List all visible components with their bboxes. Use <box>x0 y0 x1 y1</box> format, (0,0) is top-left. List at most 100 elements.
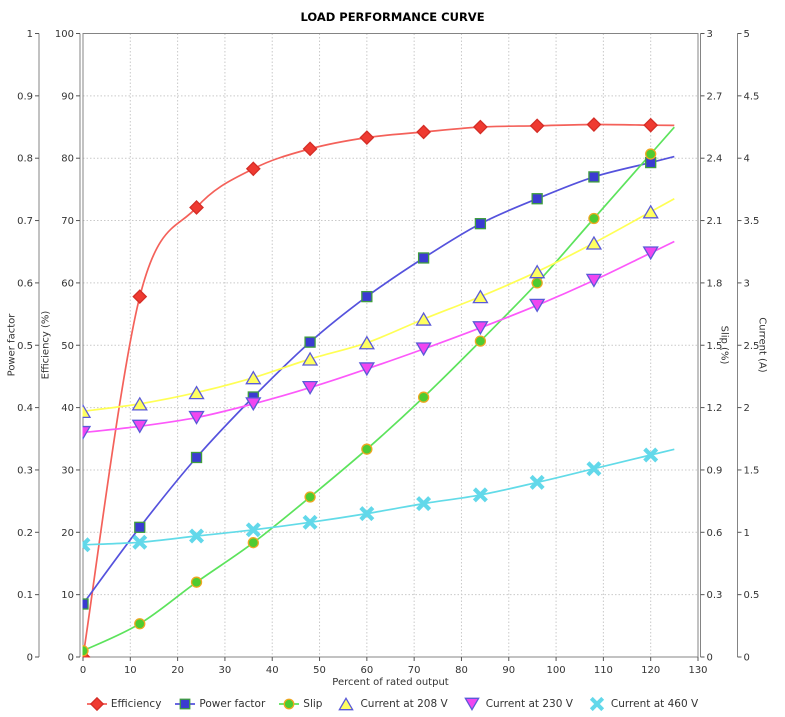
marker-triangle-up <box>188 385 205 400</box>
marker-circle <box>645 148 657 160</box>
marker-square <box>531 193 543 205</box>
tick-label: 3 <box>707 29 713 40</box>
tick-label: 1.2 <box>707 403 723 414</box>
tick-label: 2.1 <box>707 216 723 227</box>
marker-triangle-down <box>131 419 148 434</box>
marker-x <box>529 474 545 490</box>
marker-triangle-down <box>301 380 319 395</box>
tick-label: 0.4 <box>17 403 33 414</box>
legend-item: Current at 208 V <box>336 696 448 712</box>
marker-x <box>359 506 375 522</box>
plot-frame <box>82 33 699 658</box>
tick-label: 40 <box>266 665 279 676</box>
marker-square <box>190 451 203 464</box>
series-line-3 <box>82 198 675 413</box>
marker-square <box>180 698 191 710</box>
legend-label: Current at 460 V <box>610 698 699 710</box>
marker-diamond <box>359 130 375 146</box>
tick-label: 3 <box>744 278 750 289</box>
marker-triangle-up <box>529 264 546 279</box>
marker-triangle-down <box>188 410 205 425</box>
tick-label: 0 <box>744 653 750 664</box>
marker-x <box>472 487 488 503</box>
legend-label: Efficiency <box>110 698 162 710</box>
marker-diamond <box>245 161 261 177</box>
marker-triangle-up <box>415 311 432 326</box>
tick-label: 10 <box>124 665 137 676</box>
tick-label: 20 <box>171 665 184 676</box>
marker-circle <box>283 698 295 710</box>
tick-label: 0 <box>68 653 74 664</box>
tick-label: 20 <box>61 528 74 539</box>
tick-label: 0.7 <box>17 216 33 227</box>
legend-item: Current at 230 V <box>462 696 573 712</box>
marker-square <box>474 218 487 230</box>
marker-triangle-down <box>585 273 603 288</box>
x-axis-title: Percent of rated output <box>332 677 449 688</box>
legend-label: Power factor <box>199 698 266 710</box>
marker-square <box>304 336 316 348</box>
marker-triangle-up <box>642 204 659 219</box>
tick-label: 1.5 <box>707 341 723 352</box>
marker-circle <box>588 212 600 225</box>
legend-marker-diamond <box>86 696 107 712</box>
marker-diamond <box>132 289 148 305</box>
tick-label: 50 <box>61 341 74 352</box>
tick-label: 110 <box>594 665 613 676</box>
marker-x <box>643 447 659 463</box>
tick-label: 80 <box>61 154 74 165</box>
marker-circle <box>474 335 487 347</box>
legend-marker-x <box>589 696 605 712</box>
marker-x <box>302 514 318 530</box>
marker-circle <box>82 645 89 657</box>
marker-triangle-up <box>131 396 148 411</box>
marker-triangle-down <box>82 425 92 440</box>
marker-x <box>589 696 605 712</box>
tick-label: 1.8 <box>707 278 723 289</box>
tick-label: 50 <box>313 665 326 676</box>
marker-diamond <box>529 118 545 134</box>
tick-label: 0.8 <box>17 154 33 165</box>
marker-square <box>417 252 430 264</box>
legend-marker-square <box>175 698 196 710</box>
legend-item: Efficiency <box>86 696 162 712</box>
tick-label: 130 <box>688 665 707 676</box>
tick-label: 0.6 <box>707 528 723 539</box>
tick-label: 0.9 <box>17 91 33 102</box>
marker-circle <box>134 618 146 630</box>
chart-legend: Efficiency Power factor Slip Current at 208… <box>0 696 785 712</box>
marker-triangle-down <box>642 246 659 261</box>
legend-item: Slip <box>279 696 322 712</box>
tick-label: 100 <box>55 29 74 40</box>
marker-diamond <box>643 117 659 133</box>
tick-label: 90 <box>502 665 515 676</box>
tick-label: 2.5 <box>744 341 760 352</box>
tick-label: 30 <box>61 465 74 476</box>
tick-label: 10 <box>61 590 74 601</box>
legend-marker-circle <box>279 698 300 710</box>
marker-square <box>588 171 600 183</box>
tick-label: 100 <box>547 665 566 676</box>
marker-diamond <box>89 696 104 712</box>
marker-triangle-up <box>301 351 319 366</box>
tick-label: 0.3 <box>707 590 723 601</box>
marker-circle <box>531 277 543 289</box>
marker-circle <box>361 443 373 455</box>
tick-label: 70 <box>61 216 74 227</box>
tick-label: 0.5 <box>744 590 760 601</box>
legend-marker-triangle-up <box>338 697 355 711</box>
tick-label: 3.5 <box>744 216 760 227</box>
tick-label: 70 <box>408 665 421 676</box>
series-line-0 <box>82 123 675 658</box>
marker-triangle-up <box>585 235 603 250</box>
series-line-1 <box>82 155 675 605</box>
marker-x <box>189 528 205 544</box>
marker-square <box>82 598 89 610</box>
tick-label: 40 <box>61 403 74 414</box>
marker-triangle-down <box>463 697 480 711</box>
tick-label: 0.6 <box>17 278 33 289</box>
marker-triangle-up <box>358 335 375 350</box>
marker-circle <box>304 491 316 503</box>
tick-label: 60 <box>360 665 373 676</box>
